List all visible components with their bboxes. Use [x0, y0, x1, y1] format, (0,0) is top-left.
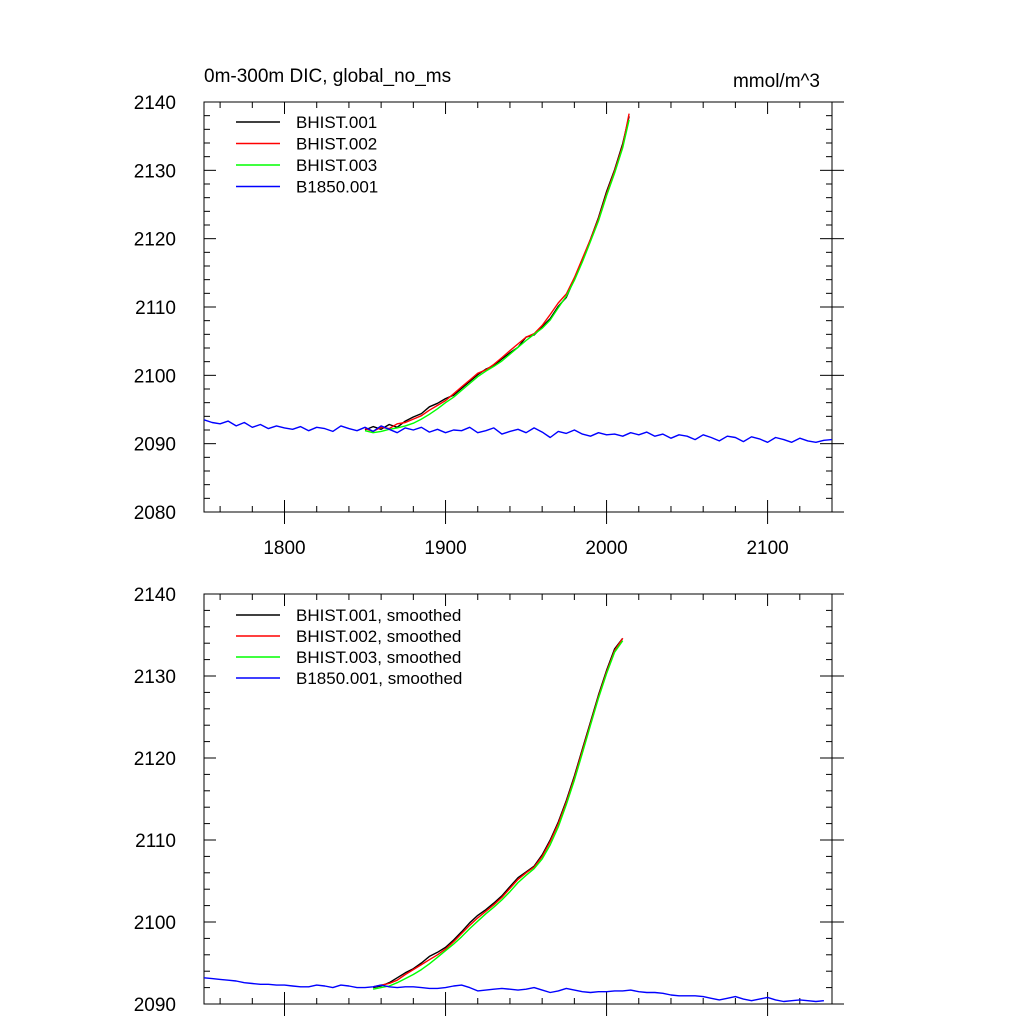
series-line-1: [364, 113, 630, 433]
x-tick-label: 1900: [424, 538, 466, 559]
chart-title: 0m-300m DIC, global_no_ms: [204, 66, 451, 87]
units-label: mmol/m^3: [733, 71, 820, 92]
top-legend: BHIST.001 BHIST.002 BHIST.003 B1850.001: [236, 113, 378, 197]
y-tick-label: 2140: [134, 585, 176, 606]
y-tick-label: 2100: [134, 913, 176, 934]
series-line-3: [203, 977, 824, 1003]
y-tick-label: 2120: [134, 749, 176, 770]
y-tick-label: 2130: [134, 667, 176, 688]
y-tick-label: 2090: [134, 435, 176, 456]
bottom-legend: BHIST.001, smoothed BHIST.002, smoothed BH…: [236, 606, 462, 688]
bottom-panel: 2090 2100 2110 2120 2130 2140 BHIST.001, smoo…: [134, 585, 844, 1016]
y-tick-label: 2080: [134, 503, 176, 524]
legend-label-0: BHIST.001: [296, 113, 377, 132]
series-line-1: [372, 637, 624, 988]
y-tick-label: 2110: [135, 831, 176, 852]
legend-label-1: BHIST.002, smoothed: [296, 627, 461, 646]
legend-label-2: BHIST.003: [296, 156, 377, 175]
top-tick-labels: 1800 1900 2000 2100 2080 2090 2100 2110 2120 2130…: [134, 93, 789, 559]
x-tick-label: 2000: [585, 538, 627, 559]
bottom-series-lines: [203, 637, 824, 1003]
legend-label-3: B1850.001: [296, 178, 378, 197]
bottom-plot-frame: [203, 593, 833, 1005]
series-line-2: [364, 119, 630, 434]
y-tick-label: 2130: [134, 161, 176, 182]
y-tick-label: 2110: [135, 298, 176, 319]
top-series-lines: [203, 113, 833, 443]
y-tick-label: 2120: [134, 230, 176, 251]
y-tick-label: 2100: [134, 366, 176, 387]
x-tick-label: 1800: [263, 538, 305, 559]
legend-label-0: BHIST.001, smoothed: [296, 606, 461, 625]
series-line-0: [372, 637, 624, 989]
x-tick-label: 2100: [746, 538, 788, 559]
y-tick-label: 2090: [134, 995, 176, 1016]
legend-label-2: BHIST.003, smoothed: [296, 648, 461, 667]
series-line-0: [364, 116, 630, 431]
bottom-tick-labels: 2090 2100 2110 2120 2130 2140: [134, 585, 176, 1016]
series-line-3: [203, 419, 833, 443]
top-ticks: [204, 101, 844, 524]
y-tick-label: 2140: [134, 93, 176, 114]
top-panel: 0m-300m DIC, global_no_ms mmol/m^3 1800 1…: [134, 66, 844, 559]
bottom-ticks: [204, 593, 844, 1016]
legend-label-1: BHIST.002: [296, 135, 377, 154]
legend-label-3: B1850.001, smoothed: [296, 669, 462, 688]
series-line-2: [372, 640, 624, 990]
